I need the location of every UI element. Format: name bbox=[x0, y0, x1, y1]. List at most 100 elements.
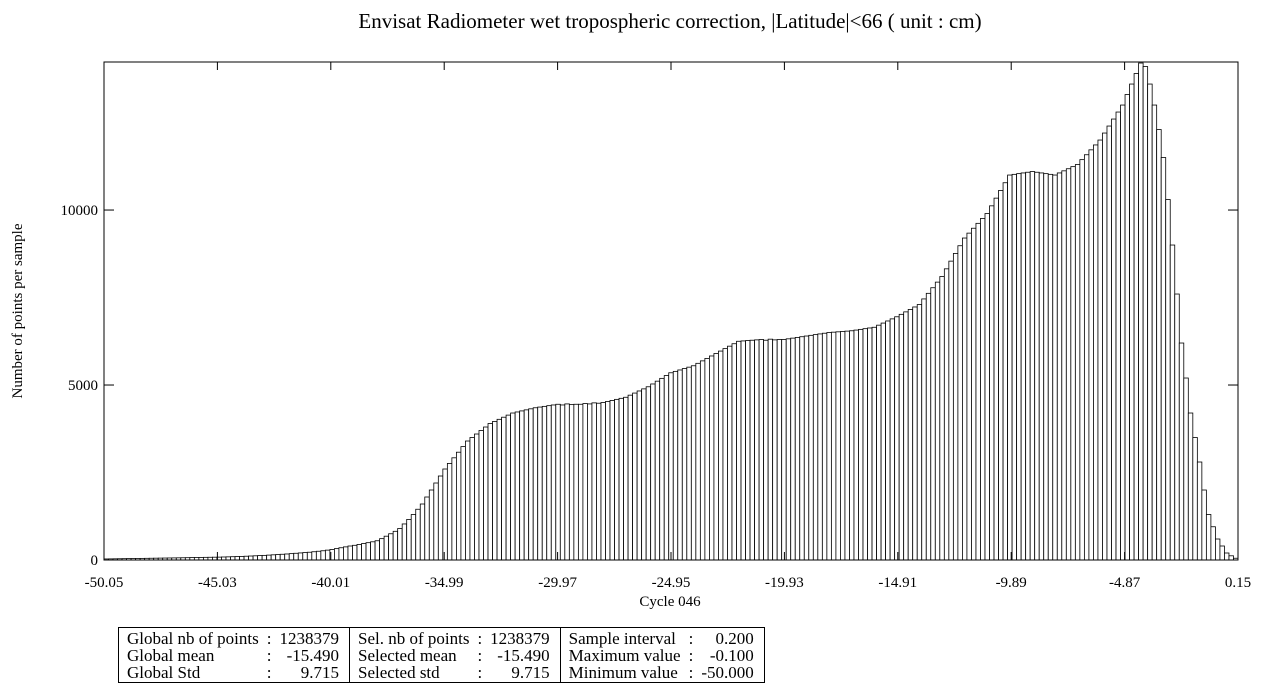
bar bbox=[821, 332, 828, 561]
bar bbox=[808, 334, 814, 561]
bar bbox=[275, 554, 281, 561]
bar bbox=[858, 328, 864, 561]
y-axis-label: Number of points per sample bbox=[10, 223, 26, 398]
bar bbox=[401, 523, 408, 561]
bar bbox=[695, 362, 701, 561]
bar bbox=[324, 549, 331, 561]
bar bbox=[261, 554, 268, 561]
bar bbox=[1210, 526, 1216, 561]
bar bbox=[1151, 104, 1158, 561]
bar bbox=[415, 508, 421, 561]
bar bbox=[925, 292, 932, 561]
bar bbox=[374, 540, 380, 561]
bar bbox=[1016, 173, 1022, 561]
bar bbox=[835, 331, 841, 561]
bar bbox=[1196, 461, 1203, 561]
bar bbox=[614, 398, 620, 561]
bar bbox=[840, 331, 846, 561]
bar bbox=[252, 555, 259, 561]
bar bbox=[496, 418, 502, 561]
bar bbox=[681, 368, 688, 561]
bar bbox=[636, 390, 643, 561]
bar bbox=[885, 320, 891, 561]
bar bbox=[239, 556, 245, 561]
bar bbox=[948, 260, 954, 561]
bar bbox=[1142, 66, 1149, 561]
bar bbox=[754, 339, 760, 561]
bar bbox=[916, 304, 923, 561]
x-tick-label: 0.15 bbox=[1225, 575, 1251, 591]
bar bbox=[817, 333, 823, 561]
bar bbox=[772, 339, 778, 561]
stat-separator: : bbox=[688, 629, 694, 648]
bar bbox=[704, 358, 710, 561]
bar bbox=[577, 403, 584, 561]
bar bbox=[713, 353, 719, 561]
bar bbox=[763, 339, 769, 561]
bar bbox=[876, 324, 882, 561]
bar bbox=[1061, 170, 1067, 561]
bar bbox=[1183, 377, 1189, 561]
bar bbox=[573, 403, 579, 561]
bar bbox=[492, 421, 498, 561]
x-tick-label: -50.05 bbox=[85, 575, 124, 591]
bar bbox=[952, 253, 959, 561]
bar bbox=[1102, 132, 1108, 561]
bar bbox=[306, 551, 313, 561]
bar bbox=[1156, 129, 1162, 561]
bar bbox=[699, 360, 706, 561]
bar bbox=[677, 369, 683, 561]
bar bbox=[587, 403, 593, 561]
bar bbox=[279, 553, 286, 561]
bar bbox=[672, 370, 679, 561]
bar bbox=[826, 332, 832, 561]
stat-value: 1238379 bbox=[275, 627, 350, 647]
bar bbox=[1111, 118, 1117, 561]
x-axis-label: Cycle 046 bbox=[639, 594, 701, 610]
bar bbox=[433, 482, 439, 561]
bar bbox=[537, 406, 543, 561]
stat-label: Maximum value bbox=[568, 646, 681, 665]
chart-title: Envisat Radiometer wet tropospheric corr… bbox=[358, 9, 981, 33]
bar bbox=[370, 541, 376, 561]
bar bbox=[568, 404, 575, 561]
y-tick-label: 5000 bbox=[68, 378, 98, 394]
stats-row: Global mean: -15.490 Selected mean: -15.490… bbox=[119, 647, 765, 664]
bar bbox=[690, 365, 697, 561]
bar bbox=[962, 237, 968, 561]
bar bbox=[546, 405, 552, 561]
bar bbox=[903, 311, 909, 561]
bar bbox=[1020, 172, 1027, 561]
bar bbox=[912, 306, 918, 561]
bar bbox=[989, 205, 995, 561]
bar bbox=[686, 366, 692, 561]
stat-label: Sel. nb of points bbox=[357, 629, 470, 648]
bar bbox=[971, 227, 977, 561]
bar bbox=[315, 550, 322, 561]
bar bbox=[722, 348, 728, 561]
bar bbox=[555, 403, 561, 561]
bar bbox=[812, 334, 819, 561]
x-tick-label: -40.01 bbox=[311, 575, 350, 591]
bar bbox=[288, 553, 295, 561]
stat-value: 0.200 bbox=[715, 629, 754, 648]
bar bbox=[943, 268, 950, 561]
bar bbox=[1201, 489, 1207, 561]
bar bbox=[1056, 172, 1063, 561]
bar bbox=[455, 451, 462, 561]
bar bbox=[460, 446, 466, 561]
bar bbox=[1169, 244, 1176, 561]
bar bbox=[727, 345, 733, 561]
bar bbox=[1205, 514, 1212, 561]
bar bbox=[1043, 173, 1049, 561]
bar bbox=[998, 190, 1004, 561]
x-tick-label: -29.97 bbox=[538, 575, 577, 591]
stat-value: -15.490 bbox=[275, 647, 350, 664]
bar bbox=[270, 554, 277, 561]
bar bbox=[749, 339, 755, 561]
bar bbox=[1165, 199, 1171, 561]
bar bbox=[483, 426, 489, 561]
x-tick-label: -45.03 bbox=[198, 575, 237, 591]
bar bbox=[745, 340, 751, 561]
